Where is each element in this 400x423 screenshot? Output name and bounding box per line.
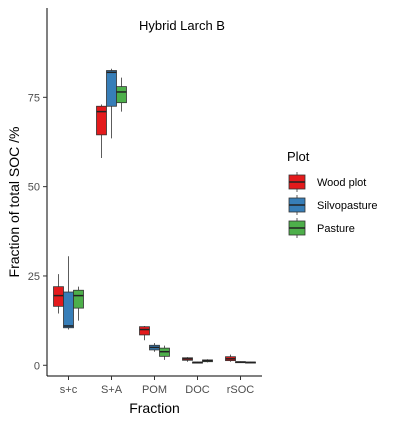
box-body (73, 289, 84, 309)
x-axis-title: Fraction (129, 400, 180, 416)
series-pasture (73, 77, 256, 364)
y-tick-label: 0 (34, 360, 40, 372)
legend: Plot Wood plot Silvopasture Pasture (287, 149, 378, 238)
legend-label: Silvopasture (317, 200, 378, 212)
x-tick-label: DOC (185, 384, 210, 396)
y-tick-label: 25 (28, 271, 40, 283)
chart-title: Hybrid Larch B (139, 18, 225, 33)
legend-item: Silvopasture (288, 195, 378, 215)
x-tick-label: s+c (60, 384, 78, 396)
x-tick-label: S+A (101, 384, 123, 396)
y-tick-label: 50 (28, 182, 40, 194)
x-tick-label: POM (142, 384, 167, 396)
box-body (63, 291, 74, 329)
legend-item: Wood plot (288, 172, 366, 192)
legend-item: Pasture (288, 218, 355, 238)
legend-title: Plot (287, 149, 310, 164)
legend-label: Wood plot (317, 177, 366, 189)
y-axis-title: Fraction of total SOC /% (6, 127, 22, 278)
y-tick-label: 75 (28, 92, 40, 104)
box-body (96, 105, 107, 136)
legend-label: Pasture (317, 223, 355, 235)
box-body (106, 70, 117, 107)
x-tick-label: rSOC (227, 384, 255, 396)
y-axis-ticks: 0 25 50 75 (28, 92, 47, 372)
box-series (53, 68, 256, 364)
series-silvopasture (63, 68, 246, 364)
legend-items: Wood plot Silvopasture Pasture (288, 172, 378, 238)
x-axis-ticks: s+c S+A POM DOC rSOC (60, 376, 255, 396)
box-body (116, 86, 127, 104)
plot-panel: 0 25 50 75 s+c S+A POM DOC rSOC Hybrid Larch B (28, 8, 262, 396)
box-body (53, 286, 64, 307)
box-body (139, 326, 150, 336)
series-wood-plot (53, 104, 236, 362)
